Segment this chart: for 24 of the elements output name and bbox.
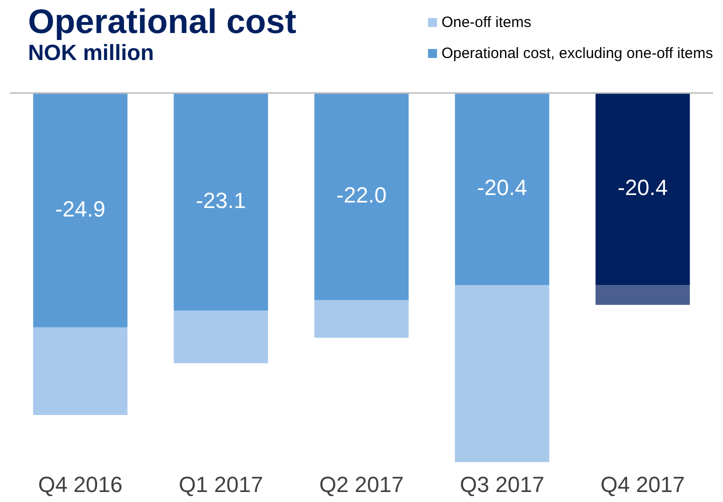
- data-label: -20.4: [477, 175, 528, 200]
- bar: [33, 327, 128, 415]
- chart-subtitle: NOK million: [28, 40, 155, 66]
- data-label: -20.4: [618, 175, 668, 200]
- bar: [596, 93, 690, 286]
- bar: [314, 93, 409, 300]
- x-tick-label: Q1 2017: [178, 472, 264, 497]
- bar: [33, 93, 128, 328]
- bar: [596, 285, 690, 305]
- bar: [174, 310, 268, 364]
- bar: [454, 285, 550, 462]
- data-label: -23.1: [196, 188, 246, 213]
- x-tick-label: Q2 2017: [319, 472, 404, 497]
- data-label: -22.0: [336, 182, 387, 208]
- legend-label: One-off items: [441, 14, 532, 31]
- data-label: -24.9: [55, 196, 106, 222]
- bar: [174, 93, 268, 310]
- chart-title: Operational cost: [28, 3, 296, 41]
- legend-label: Operational cost, excluding one-off items: [441, 45, 713, 62]
- x-tick-label: Q4 2016: [38, 472, 123, 497]
- bar: [454, 93, 550, 286]
- x-tick-label: Q3 2017: [460, 472, 544, 497]
- x-tick-label: Q4 2017: [600, 472, 685, 497]
- bar: [314, 300, 409, 338]
